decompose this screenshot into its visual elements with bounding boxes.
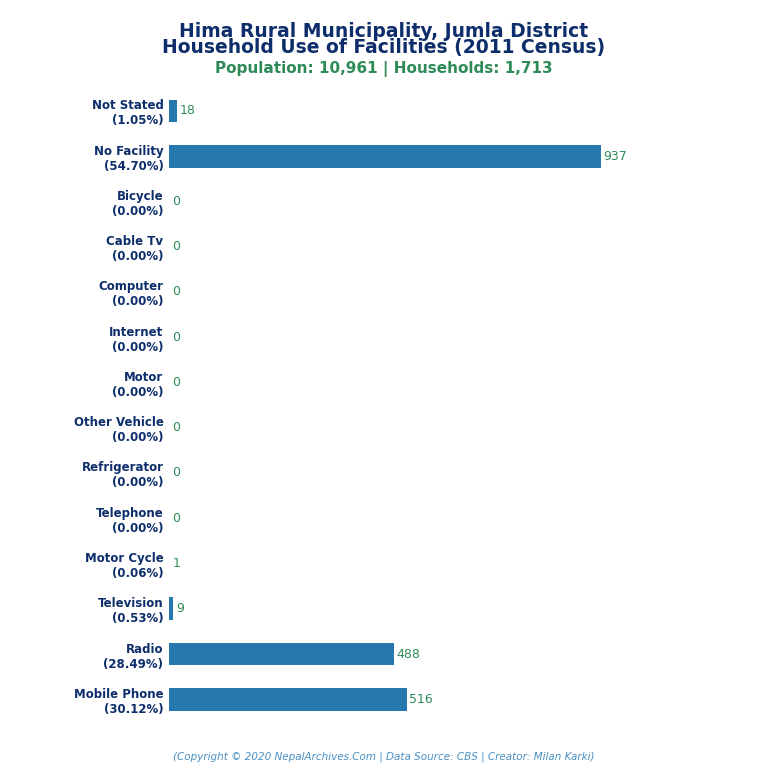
Text: 0: 0 <box>172 286 180 299</box>
Text: (Copyright © 2020 NepalArchives.Com | Data Source: CBS | Creator: Milan Karki): (Copyright © 2020 NepalArchives.Com | Da… <box>174 751 594 762</box>
Text: 0: 0 <box>172 421 180 434</box>
Text: 0: 0 <box>172 331 180 344</box>
Text: Hima Rural Municipality, Jumla District: Hima Rural Municipality, Jumla District <box>180 22 588 41</box>
Text: 18: 18 <box>180 104 196 118</box>
Text: 0: 0 <box>172 195 180 208</box>
Bar <box>169 145 601 167</box>
Text: 1: 1 <box>172 557 180 570</box>
Text: 0: 0 <box>172 240 180 253</box>
Text: 937: 937 <box>604 150 627 163</box>
Bar <box>169 688 407 710</box>
Bar <box>169 598 173 620</box>
Text: 0: 0 <box>172 376 180 389</box>
Bar <box>169 100 177 122</box>
Text: Household Use of Facilities (2011 Census): Household Use of Facilities (2011 Census… <box>163 38 605 58</box>
Text: 0: 0 <box>172 466 180 479</box>
Text: 516: 516 <box>409 693 433 706</box>
Text: 0: 0 <box>172 511 180 525</box>
Text: Population: 10,961 | Households: 1,713: Population: 10,961 | Households: 1,713 <box>215 61 553 78</box>
Bar <box>169 643 394 665</box>
Text: 9: 9 <box>176 602 184 615</box>
Text: 488: 488 <box>396 647 420 660</box>
